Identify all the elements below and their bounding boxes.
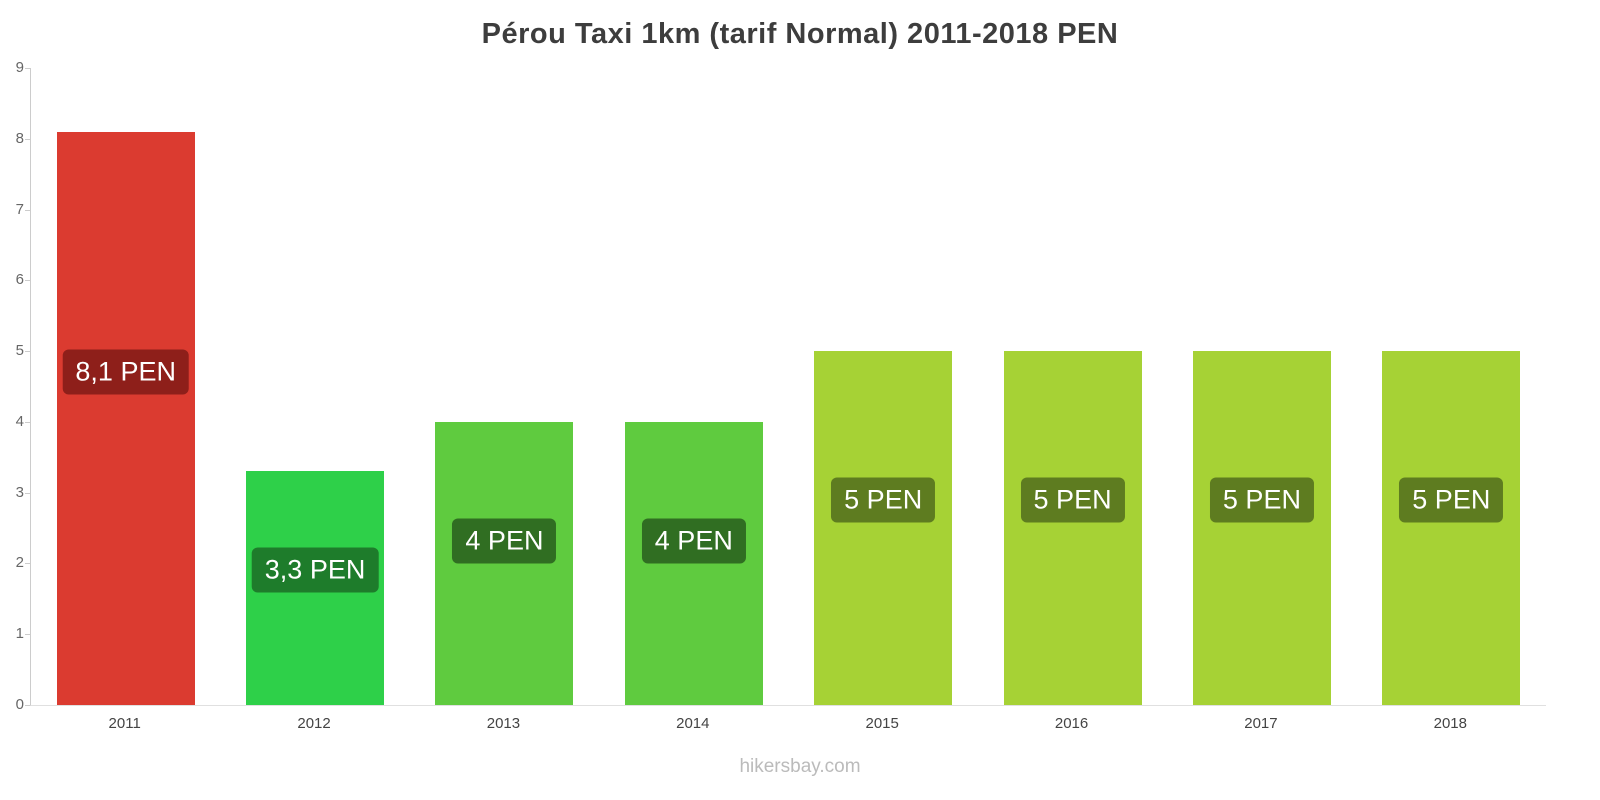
y-tick-label: 2 xyxy=(15,554,24,572)
bar-value-label: 5 PEN xyxy=(1209,477,1314,523)
y-tick-label: 6 xyxy=(15,271,24,289)
x-tick-label: 2016 xyxy=(1054,715,1089,732)
y-tick-mark xyxy=(25,209,30,211)
bar-2014: 4 PEN xyxy=(624,421,763,705)
y-tick-mark xyxy=(25,705,30,706)
bar-2018: 5 PEN xyxy=(1382,351,1521,705)
x-tick-label: 2014 xyxy=(676,715,710,732)
bar-value-label: 4 PEN xyxy=(452,518,557,564)
bar-2011: 8,1 PEN xyxy=(56,131,195,705)
y-tick-mark xyxy=(25,138,30,140)
y-tick-mark xyxy=(25,68,30,69)
chart-title: Pérou Taxi 1km (tarif Normal) 2011-2018 … xyxy=(481,18,1119,50)
y-tick-mark xyxy=(25,421,30,423)
bar-value-label: 4 PEN xyxy=(641,518,746,564)
bar-value-label: 5 PEN xyxy=(1020,477,1125,523)
x-tick-label: 2015 xyxy=(865,715,899,732)
bar-value-label: 8,1 PEN xyxy=(62,349,189,395)
y-tick-label: 0 xyxy=(15,696,24,713)
bar-2016: 5 PEN xyxy=(1003,351,1142,705)
x-tick-label: 2013 xyxy=(486,715,521,732)
x-tick-label: 2012 xyxy=(297,715,331,732)
y-tick-label: 7 xyxy=(15,200,24,218)
plot-area: 8,1 PEN 3,3 PEN 4 PEN 4 PEN 5 PEN 5 PEN 5 PEN 5… xyxy=(25,68,1546,706)
y-tick-label: 5 xyxy=(15,342,24,360)
y-tick-mark xyxy=(25,492,30,494)
y-tick-label: 3 xyxy=(15,483,24,501)
footer-watermark: hikersbay.com xyxy=(739,756,861,777)
bar-2013: 4 PEN xyxy=(435,421,574,705)
y-tick-label: 8 xyxy=(15,129,24,147)
x-tick-label: 2017 xyxy=(1244,715,1278,732)
x-tick-label: 2018 xyxy=(1433,715,1467,732)
y-tick-label: 1 xyxy=(15,625,24,643)
bar-value-label: 3,3 PEN xyxy=(251,547,379,593)
y-tick-label: 4 xyxy=(15,412,24,430)
y-tick-mark xyxy=(25,280,30,282)
bar-2015: 5 PEN xyxy=(814,351,953,705)
y-tick-mark xyxy=(25,634,30,636)
y-tick-mark xyxy=(25,563,30,565)
y-tick-mark xyxy=(25,351,30,353)
y-tick-label: 9 xyxy=(15,59,24,76)
bar-value-label: 5 PEN xyxy=(831,477,936,523)
bar-value-label: 5 PEN xyxy=(1399,477,1504,523)
bar-2017: 5 PEN xyxy=(1192,351,1331,705)
x-tick-label: 2011 xyxy=(108,715,141,732)
bar-2012: 3,3 PEN xyxy=(246,471,385,705)
